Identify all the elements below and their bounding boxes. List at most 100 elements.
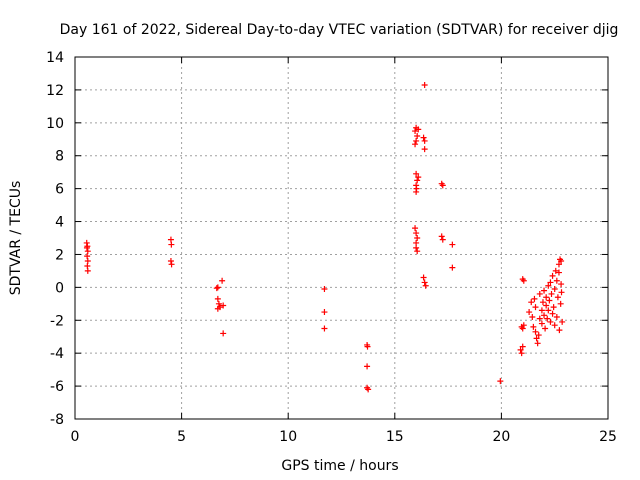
chart-title: Day 161 of 2022, Sidereal Day-to-day VTE…: [60, 22, 619, 38]
data-point: [534, 340, 541, 347]
data-point: [526, 309, 533, 316]
data-point: [517, 346, 524, 353]
y-tick-label: 12: [46, 83, 64, 99]
data-point: [321, 309, 328, 316]
data-point: [420, 134, 427, 141]
data-point: [412, 128, 419, 135]
data-point: [543, 302, 550, 309]
data-point: [549, 272, 556, 279]
data-point: [439, 182, 446, 189]
data-point: [554, 294, 561, 301]
data-point: [519, 325, 526, 332]
x-tick-label: 20: [492, 429, 510, 445]
data-point: [531, 295, 538, 302]
data-point: [558, 281, 565, 288]
data-point: [558, 289, 565, 296]
data-point: [547, 318, 554, 325]
data-point: [559, 318, 566, 325]
data-point: [551, 286, 558, 293]
data-point: [548, 290, 555, 297]
data-point: [553, 277, 560, 284]
data-point: [558, 258, 565, 265]
data-point: [84, 248, 91, 255]
data-point: [529, 313, 536, 320]
data-point: [364, 343, 371, 350]
y-tick-label: -2: [50, 313, 64, 329]
plot-frame: [74, 56, 609, 420]
data-point: [214, 295, 221, 302]
data-point: [421, 146, 428, 153]
x-tick-label: 15: [386, 429, 404, 445]
data-point: [413, 230, 420, 237]
data-point: [439, 236, 446, 243]
data-point: [520, 322, 527, 329]
x-tick-label: 0: [71, 429, 80, 445]
data-point: [541, 312, 548, 319]
data-point: [545, 307, 552, 314]
data-point: [413, 244, 420, 251]
data-point: [168, 241, 175, 248]
data-point: [321, 286, 328, 293]
data-point: [539, 299, 546, 306]
data-point: [545, 282, 552, 289]
data-point: [421, 137, 428, 144]
data-point: [414, 177, 421, 184]
data-point: [556, 327, 563, 334]
x-axis-title: GPS time / hours: [281, 458, 398, 474]
data-point: [214, 284, 221, 291]
data-point: [412, 141, 419, 148]
data-point: [365, 386, 372, 393]
data-point: [553, 313, 560, 320]
y-tick-label: 2: [55, 247, 64, 263]
data-point: [520, 277, 527, 284]
data-point: [413, 188, 420, 195]
data-point: [413, 170, 420, 177]
data-point: [551, 322, 558, 329]
data-point: [543, 294, 550, 301]
data-point: [555, 269, 562, 276]
x-tick-label: 25: [599, 429, 617, 445]
data-point: [420, 274, 427, 281]
y-tick-label: 10: [46, 116, 64, 132]
data-point: [549, 310, 556, 317]
data-point: [213, 285, 220, 292]
data-point: [546, 297, 553, 304]
data-point: [220, 302, 227, 309]
data-point: [541, 287, 548, 294]
y-tick-label: -4: [50, 346, 64, 362]
x-tick-label: 5: [177, 429, 186, 445]
y-tick-label: 14: [46, 50, 64, 66]
data-point: [538, 320, 545, 327]
data-point: [84, 253, 91, 260]
data-point: [544, 315, 551, 322]
data-point: [532, 328, 539, 335]
data-point: [364, 363, 371, 370]
grid-lines: [75, 57, 608, 419]
data-point: [422, 282, 429, 289]
data-point: [321, 325, 328, 332]
data-point: [84, 267, 91, 274]
data-point: [555, 261, 562, 268]
data-point: [536, 290, 543, 297]
data-point: [497, 378, 504, 385]
data-point: [167, 258, 174, 265]
data-point: [547, 279, 554, 286]
y-tick-label: -6: [50, 379, 64, 395]
data-point: [414, 248, 421, 255]
y-tick-label: 0: [55, 280, 64, 296]
data-points: [83, 81, 566, 393]
data-point: [413, 137, 420, 144]
y-tick-label: 8: [55, 149, 64, 165]
data-point: [533, 335, 540, 342]
x-tick-label: 10: [279, 429, 297, 445]
data-point: [530, 323, 537, 330]
data-point: [415, 126, 422, 133]
data-point: [412, 225, 419, 232]
y-tick-label: -8: [50, 412, 64, 428]
data-point: [215, 300, 222, 307]
data-point: [421, 81, 428, 88]
y-tick-label: 4: [55, 215, 64, 231]
data-point: [528, 299, 535, 306]
data-point: [552, 267, 559, 274]
data-point: [449, 241, 456, 248]
